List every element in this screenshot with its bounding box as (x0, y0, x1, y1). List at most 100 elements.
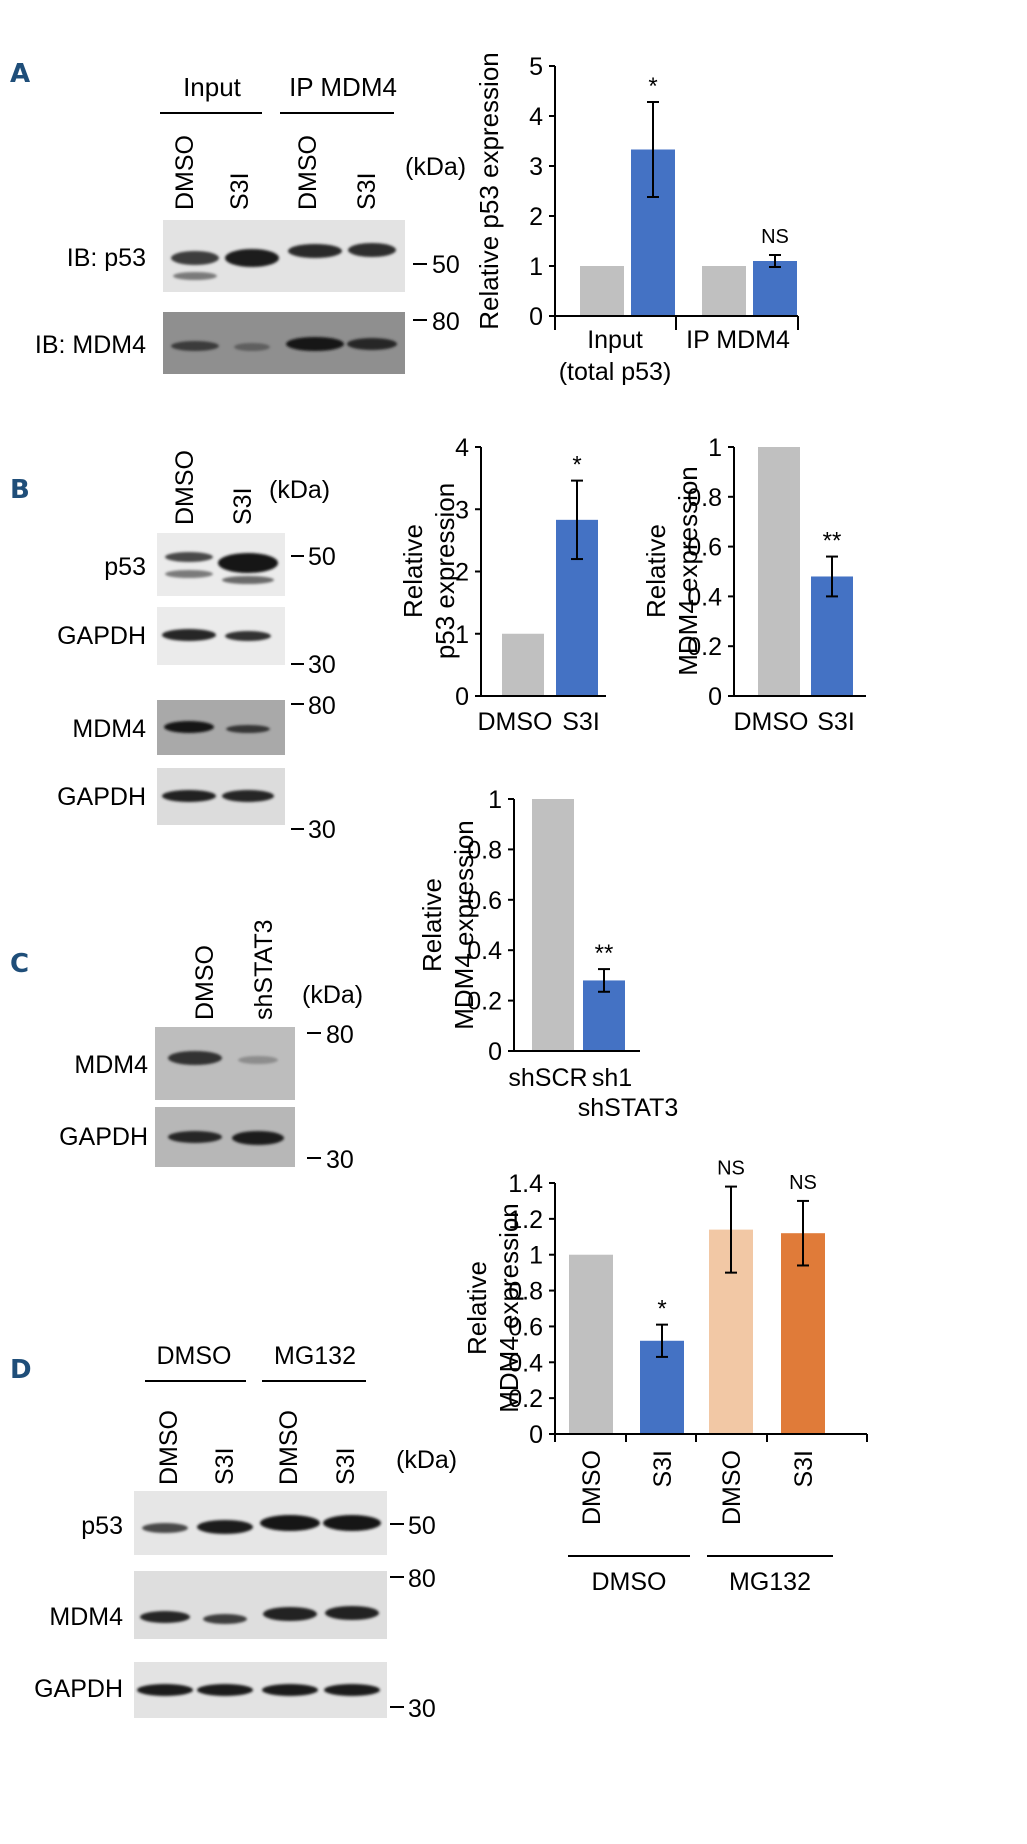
bar (532, 799, 574, 1051)
panel-a-kda-label: (kDa) (405, 153, 466, 181)
panel-d-row-mdm4: MDM4 (49, 1603, 123, 1631)
panel-b-lane-2: S3I (229, 487, 257, 525)
panel-d-chart: 0 0.2 0.4 0.6 0.8 1 1.2 1.4 RelativeMDM4 express… (462, 1158, 868, 1596)
significance-label: * (648, 73, 657, 100)
panel-d-header-mg132: MG132 (274, 1342, 356, 1370)
x-category-label: sh1 (592, 1064, 632, 1092)
panel-b-band (226, 725, 270, 733)
significance-label: ** (823, 528, 842, 555)
panel-c-marker-30: 30 (326, 1146, 354, 1174)
significance-label: NS (717, 1158, 745, 1180)
panel-a-band (171, 341, 219, 351)
y-tick-label: 0.8 (687, 484, 722, 512)
x-category-label: S3I (649, 1450, 677, 1488)
panel-c-band (168, 1051, 222, 1065)
significance-label: NS (789, 1172, 817, 1194)
panel-c-band (232, 1131, 284, 1145)
panel-d-lane-4: S3I (332, 1447, 360, 1485)
panel-d-band (197, 1520, 253, 1534)
panel-a-lane-3: DMSO (294, 135, 322, 210)
panel-b-row-mdm4: MDM4 (72, 715, 146, 743)
panel-b-band (162, 790, 216, 802)
x-category-label: DMSO (718, 1450, 746, 1525)
panel-a-band (173, 272, 217, 280)
panel-a-band (171, 251, 219, 265)
panel-a-band (234, 343, 270, 351)
panel-a-chart: 0 1 2 3 4 5 Relative p53 expression * NS Input (to… (474, 52, 799, 386)
y-axis-label: Relativep53 expression (398, 483, 460, 659)
bar (758, 447, 800, 696)
y-tick-label: 1.4 (508, 1170, 543, 1198)
y-tick-label: 0.6 (508, 1313, 543, 1341)
panel-a-band (225, 249, 279, 267)
significance-label: NS (761, 226, 789, 248)
panel-b-marker-30a: 30 (308, 651, 336, 679)
significance-label: * (572, 452, 581, 479)
panel-d-row-p53: p53 (81, 1512, 123, 1540)
x-category-label: shSCR (508, 1064, 587, 1092)
panel-a-band (348, 243, 396, 257)
panel-d-band (323, 1515, 381, 1531)
panel-c-row-gapdh: GAPDH (59, 1123, 148, 1151)
y-axis-label-line: MDM4 expression (449, 820, 479, 1030)
significance-label: ** (595, 940, 614, 967)
panel-d-band (262, 1684, 318, 1696)
y-tick-label: 0.4 (508, 1349, 543, 1377)
panel-d-header-dmso: DMSO (157, 1342, 232, 1370)
panel-d-band (324, 1684, 380, 1696)
y-tick-label: 1.2 (508, 1206, 543, 1234)
y-axis-label: Relative p53 expression (474, 52, 504, 330)
panel-b-marker-50: 50 (308, 543, 336, 571)
panel-c-lane-1: DMSO (191, 945, 219, 1020)
panel-b-band (164, 721, 214, 733)
panel-b-band (225, 631, 271, 641)
panel-a-band (286, 337, 344, 351)
x-group-label: MG132 (729, 1568, 811, 1596)
panel-a-lane-4: S3I (353, 172, 381, 210)
x-group-label: shSTAT3 (578, 1094, 679, 1122)
panel-d-band (140, 1611, 190, 1623)
x-category-label: DMSO (734, 708, 809, 736)
y-tick-label: 1 (708, 434, 722, 462)
bar (502, 633, 544, 696)
y-axis-label-line: p53 expression (430, 483, 460, 659)
panel-d-letter: D (10, 1355, 32, 1385)
y-tick-label: 0 (529, 303, 543, 331)
panel-b-marker-30b: 30 (308, 816, 336, 844)
y-tick-label: 1 (488, 786, 502, 814)
y-axis-label-line: MDM4 expression (494, 1203, 524, 1413)
panel-a-letter: A (10, 59, 30, 89)
y-tick-label: 0.2 (467, 988, 502, 1016)
y-tick-label: 0.4 (467, 937, 502, 965)
panel-d-lane-3: DMSO (275, 1410, 303, 1485)
panel-d-band (263, 1607, 317, 1621)
panel-c-kda-label: (kDa) (302, 981, 363, 1009)
y-axis-label-line: Relative (641, 524, 671, 618)
y-axis-label-line: Relative p53 expression (474, 52, 504, 330)
panel-c-row-mdm4: MDM4 (74, 1051, 148, 1079)
y-tick-label: 0.2 (687, 633, 722, 661)
y-tick-label: 4 (529, 103, 543, 131)
panel-d-marker-50: 50 (408, 1512, 436, 1540)
y-tick-label: 0 (488, 1038, 502, 1066)
significance-label: * (657, 1296, 666, 1323)
x-group-label: DMSO (592, 1568, 667, 1596)
y-tick-label: 0 (455, 683, 469, 711)
panel-b-lane-1: DMSO (171, 450, 199, 525)
y-tick-label: 0.6 (467, 887, 502, 915)
y-axis-label: RelativeMDM4 expression (462, 1203, 524, 1413)
panel-d-lane-1: DMSO (155, 1410, 183, 1485)
panel-b-p53-chart: 0 1 2 3 4 Relativep53 expression * DMSO S3I (398, 434, 606, 736)
panel-a-lane-1: DMSO (171, 135, 199, 210)
x-group-label: Input (587, 326, 643, 354)
bar (580, 266, 624, 316)
y-tick-label: 1 (529, 253, 543, 281)
panel-d-kda-label: (kDa) (396, 1446, 457, 1474)
panel-a-row-p53: IB: p53 (67, 244, 146, 272)
panel-a-lane-2: S3I (226, 172, 254, 210)
panel-a-marker-50: 50 (432, 251, 460, 279)
y-tick-label: 5 (529, 53, 543, 81)
panel-b-row-p53: p53 (104, 553, 146, 581)
bar (753, 261, 797, 316)
